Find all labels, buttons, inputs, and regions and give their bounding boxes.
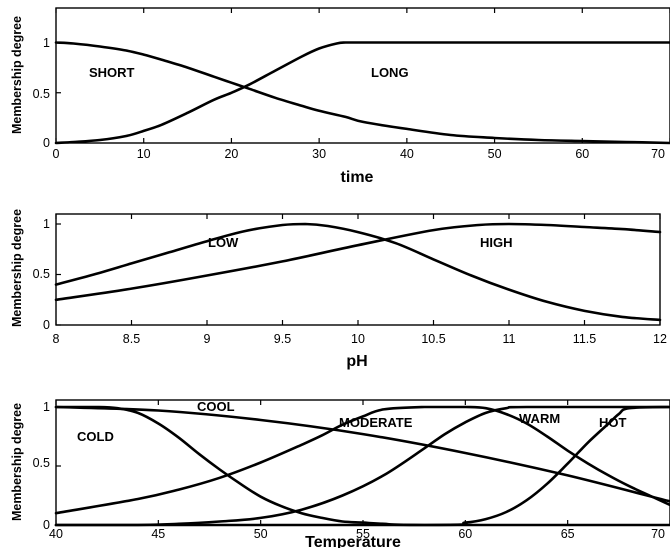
y-tick-label: 1 <box>43 36 50 50</box>
series-line-hot <box>54 405 670 527</box>
x-axis-label: Temperature <box>305 534 401 548</box>
y-tick-label: 1 <box>43 217 50 231</box>
y-tick-label: 0.5 <box>33 87 50 101</box>
series-line-low <box>54 222 662 322</box>
x-tick-label: 60 <box>458 527 472 541</box>
x-tick-label: 30 <box>312 147 326 161</box>
series-label-cold: COLD <box>77 429 114 444</box>
temperature-membership-chart: 40 45 50 55 60 65 70 0 0.5 1 Temperature… <box>10 399 670 548</box>
x-tick-label: 40 <box>49 527 63 541</box>
series-label-hot: HOT <box>599 415 627 430</box>
series-label-low: LOW <box>208 235 239 250</box>
tick-marks <box>55 214 661 326</box>
x-tick-label: 50 <box>488 147 502 161</box>
series-line-short <box>54 41 670 145</box>
series-line-cool <box>54 405 670 503</box>
series-curves <box>54 222 662 322</box>
series-curves <box>54 41 670 145</box>
series-label-high: HIGH <box>480 235 513 250</box>
y-axis-label: Membership degree <box>10 209 24 327</box>
y-tick-label: 0 <box>43 136 50 150</box>
series-curves <box>54 405 670 527</box>
x-tick-label: 9 <box>204 332 211 346</box>
series-label-cool: COOL <box>197 399 235 414</box>
x-tick-label: 10 <box>137 147 151 161</box>
x-tick-label: 65 <box>561 527 575 541</box>
ph-membership-chart: 8 8.5 9 9.5 10 10.5 11 11.5 12 0 0.5 1 p… <box>10 209 667 370</box>
series-label-warm: WARM <box>519 411 560 426</box>
x-tick-label: 40 <box>400 147 414 161</box>
series-line-moderate <box>54 405 670 515</box>
y-axis-label: Membership degree <box>10 403 24 521</box>
y-tick-label: 0 <box>43 518 50 532</box>
x-tick-label: 9.5 <box>274 332 291 346</box>
time-membership-chart: 0 10 20 30 40 50 60 70 0 0.5 1 time Memb… <box>10 7 670 186</box>
x-tick-label: 70 <box>651 527 665 541</box>
y-tick-label: 0.5 <box>33 456 50 470</box>
x-tick-label: 10.5 <box>421 332 445 346</box>
x-tick-label: 0 <box>53 147 60 161</box>
series-line-warm <box>54 405 670 527</box>
y-tick-label: 1 <box>43 400 50 414</box>
series-label-moderate: MODERATE <box>339 415 413 430</box>
x-tick-label: 50 <box>254 527 268 541</box>
x-tick-label: 11.5 <box>573 332 596 346</box>
x-axis-label: time <box>341 169 374 186</box>
series-label-long: LONG <box>371 65 409 80</box>
x-tick-label: 8 <box>53 332 60 346</box>
y-tick-label: 0.5 <box>33 267 50 281</box>
y-axis-label: Membership degree <box>10 16 24 134</box>
x-tick-label: 8.5 <box>123 332 140 346</box>
x-tick-label: 70 <box>651 147 665 161</box>
x-tick-label: 45 <box>151 527 165 541</box>
plot-area-frame <box>55 7 670 144</box>
y-tick-label: 0 <box>43 318 50 332</box>
x-tick-label: 12 <box>653 332 667 346</box>
x-tick-label: 11 <box>503 332 516 346</box>
x-tick-label: 55 <box>356 527 370 541</box>
x-tick-label: 10 <box>351 332 365 346</box>
x-tick-label: 60 <box>575 147 589 161</box>
series-line-high <box>54 222 662 302</box>
x-axis-label: pH <box>346 353 367 370</box>
x-tick-label: 20 <box>224 147 238 161</box>
series-line-long <box>54 41 670 145</box>
series-label-short: SHORT <box>89 65 135 80</box>
